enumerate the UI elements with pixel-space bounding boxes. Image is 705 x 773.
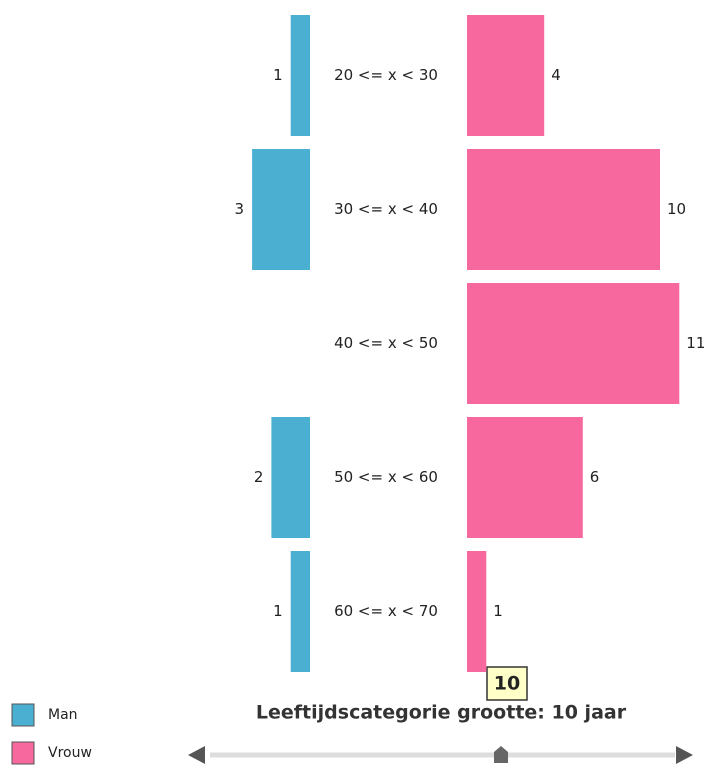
- bar: [467, 15, 545, 136]
- value-label: 6: [590, 468, 600, 486]
- value-label: 1: [273, 602, 283, 620]
- bar: [271, 417, 310, 538]
- value-label: 11: [686, 334, 705, 352]
- bar: [290, 15, 310, 136]
- value-label: 1: [273, 66, 283, 84]
- bar: [467, 283, 680, 404]
- legend-label: Man: [48, 707, 78, 723]
- category-label: 20 <= x < 30: [334, 66, 438, 84]
- slider-right-arrow[interactable]: [676, 746, 693, 764]
- category-label: 30 <= x < 40: [334, 200, 438, 218]
- legend-swatch: [11, 703, 35, 727]
- slider-tooltip: [486, 666, 528, 701]
- legend-label: Vrouw: [48, 745, 92, 761]
- bar: [467, 551, 487, 672]
- slider-value: 10: [494, 673, 520, 695]
- bar: [467, 149, 660, 270]
- category-label: 40 <= x < 50: [334, 334, 438, 352]
- value-label: 2: [254, 468, 264, 486]
- bar: [252, 149, 310, 270]
- category-label: 60 <= x < 70: [334, 602, 438, 620]
- category-label: 50 <= x < 60: [334, 468, 438, 486]
- bar: [290, 551, 310, 672]
- slider-thumb[interactable]: [494, 746, 508, 763]
- value-label: 1: [493, 602, 503, 620]
- slider-title: Leeftijdscategorie grootte: 10 jaar: [256, 702, 627, 724]
- bar: [467, 417, 583, 538]
- slider-left-arrow[interactable]: [188, 746, 205, 764]
- value-label: 3: [235, 200, 245, 218]
- value-label: 10: [667, 200, 686, 218]
- value-label: 4: [551, 66, 561, 84]
- legend-swatch: [11, 741, 35, 765]
